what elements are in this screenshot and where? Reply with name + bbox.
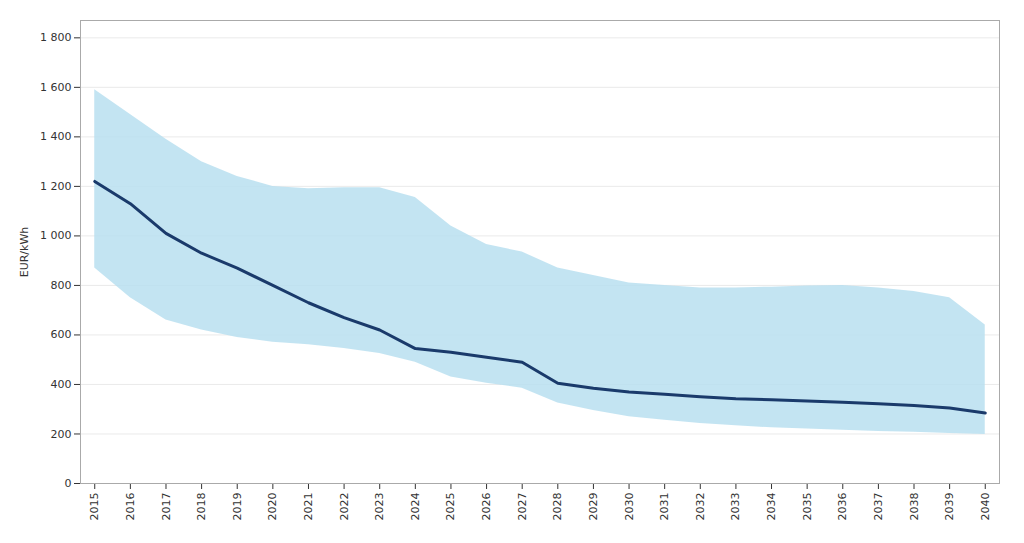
svg-text:2017: 2017 — [160, 493, 173, 521]
svg-text:0: 0 — [65, 477, 72, 490]
svg-text:2015: 2015 — [88, 493, 101, 521]
svg-text:2037: 2037 — [872, 493, 885, 521]
svg-text:1 000: 1 000 — [40, 229, 72, 242]
svg-text:2022: 2022 — [338, 493, 351, 521]
svg-text:2020: 2020 — [266, 493, 279, 521]
svg-text:800: 800 — [51, 279, 72, 292]
svg-text:2021: 2021 — [302, 493, 315, 521]
svg-text:2023: 2023 — [373, 493, 386, 521]
svg-text:2032: 2032 — [694, 493, 707, 521]
svg-text:2025: 2025 — [444, 493, 457, 521]
svg-text:1 200: 1 200 — [40, 180, 72, 193]
svg-text:400: 400 — [51, 378, 72, 391]
svg-text:2018: 2018 — [195, 493, 208, 521]
svg-text:2040: 2040 — [979, 493, 992, 521]
svg-text:EUR/kWh: EUR/kWh — [18, 227, 31, 278]
svg-text:2028: 2028 — [551, 493, 564, 521]
svg-text:2016: 2016 — [124, 493, 137, 521]
svg-text:2033: 2033 — [729, 493, 742, 521]
svg-text:2034: 2034 — [765, 493, 778, 521]
svg-text:2019: 2019 — [231, 493, 244, 521]
svg-text:1 600: 1 600 — [40, 81, 72, 94]
svg-text:2027: 2027 — [516, 493, 529, 521]
svg-text:2029: 2029 — [587, 493, 600, 521]
svg-text:200: 200 — [51, 428, 72, 441]
svg-text:1 400: 1 400 — [40, 130, 72, 143]
svg-text:2026: 2026 — [480, 493, 493, 521]
svg-text:2030: 2030 — [623, 493, 636, 521]
svg-text:2024: 2024 — [409, 493, 422, 521]
svg-text:2035: 2035 — [801, 493, 814, 521]
svg-text:2039: 2039 — [943, 493, 956, 521]
svg-text:600: 600 — [51, 328, 72, 341]
svg-text:1 800: 1 800 — [40, 31, 72, 44]
svg-text:2036: 2036 — [836, 493, 849, 521]
svg-text:2031: 2031 — [658, 493, 671, 521]
svg-text:2038: 2038 — [908, 493, 921, 521]
